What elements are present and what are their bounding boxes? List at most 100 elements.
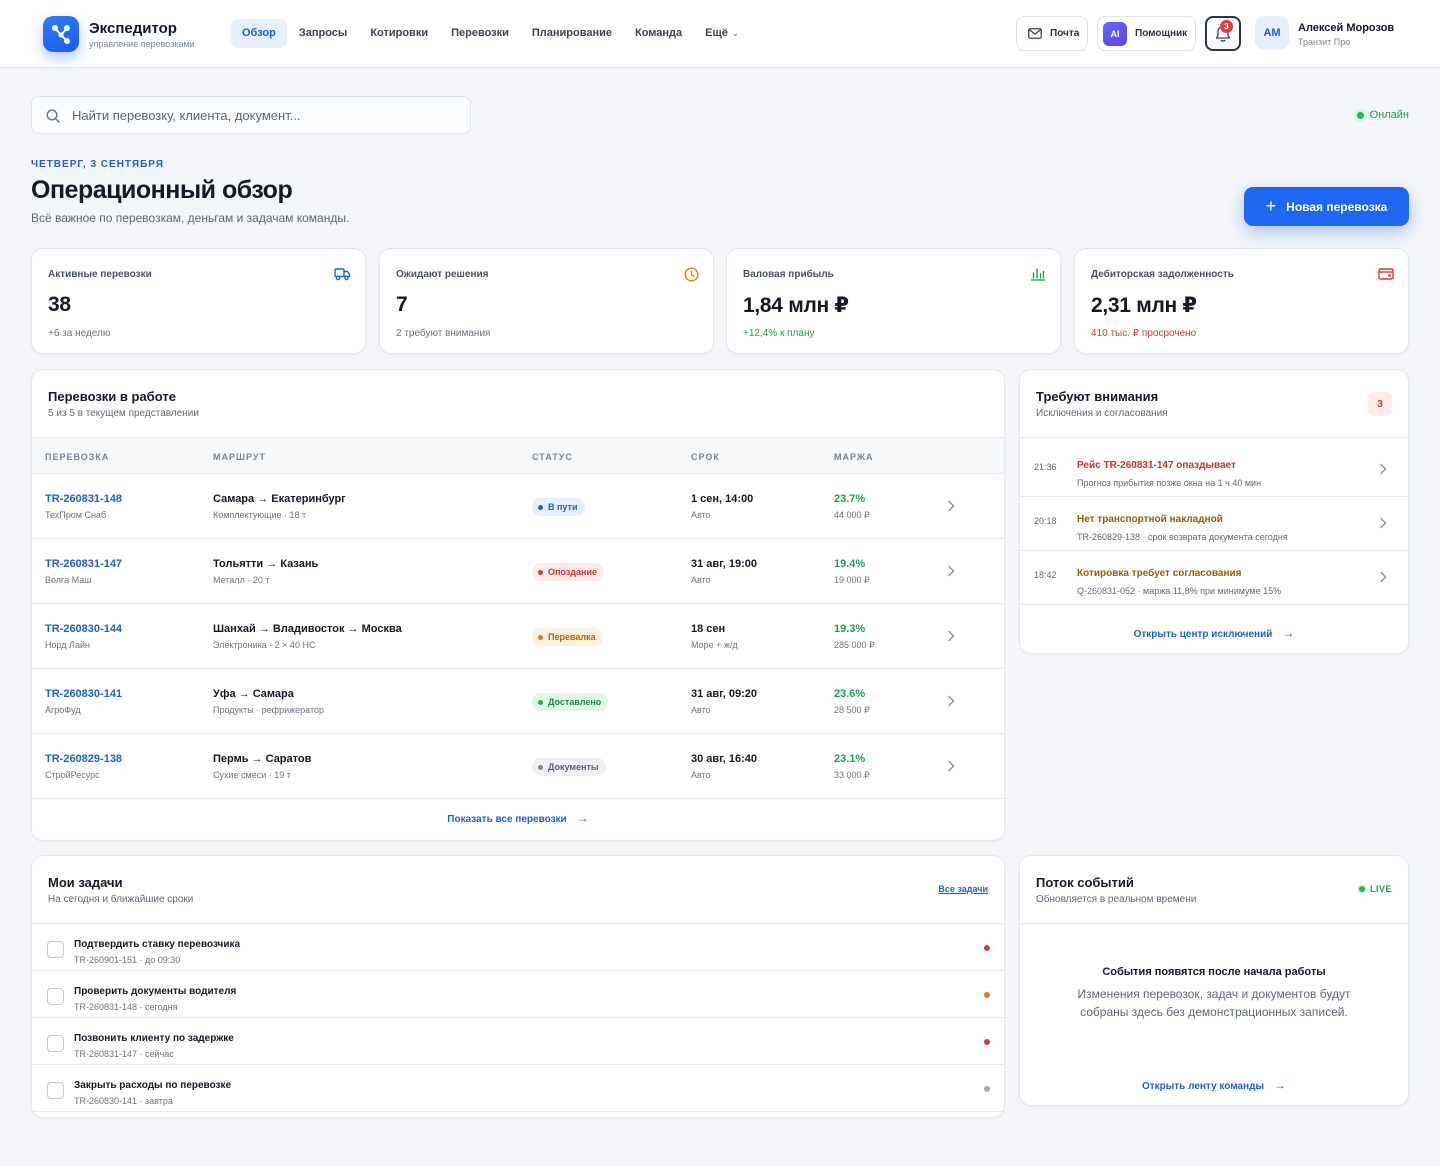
- tasks-subtitle: На сегодня и ближайшие сроки: [48, 894, 194, 905]
- shipment-route: Пермь → Саратов: [213, 753, 312, 765]
- status-badge: В пути: [532, 498, 585, 516]
- kpi-card-active-shipments[interactable]: Активные перевозки 38 +6 за неделю: [31, 248, 366, 354]
- nav-item-team[interactable]: Команда: [635, 27, 683, 39]
- shipment-mode: Авто: [691, 770, 711, 780]
- task-title: Подтвердить ставку перевозчика: [74, 939, 241, 950]
- chevron-down-icon: ⌄: [731, 29, 739, 38]
- nav-item-more[interactable]: Ещё ⌄: [694, 19, 749, 48]
- shipment-mode: Авто: [691, 575, 711, 585]
- shipment-client: СтройРесурс: [45, 770, 100, 780]
- clock-icon: [684, 267, 699, 282]
- task-checkbox[interactable]: [47, 1082, 64, 1099]
- user-avatar[interactable]: АМ: [1255, 16, 1289, 50]
- shipment-route: Шанхай → Владивосток → Москва: [213, 623, 402, 635]
- table-row[interactable]: TR-260829-138 СтройРесурс Пермь → Сарато…: [32, 734, 1004, 799]
- shipment-id-link[interactable]: TR-260831-147: [45, 558, 123, 570]
- chevron-right-icon[interactable]: [947, 500, 955, 512]
- column-header-due[interactable]: СРОК: [691, 452, 720, 462]
- nav-item-quotes[interactable]: Котировки: [370, 27, 429, 39]
- status-label: В пути: [548, 502, 578, 512]
- online-dot-icon: [1356, 111, 1364, 119]
- attention-item[interactable]: 20:18 Нет транспортной накладной TR-2608…: [1020, 497, 1408, 551]
- bar-chart-icon: [1031, 268, 1045, 281]
- column-header-shipment[interactable]: ПЕРЕВОЗКА: [45, 452, 110, 462]
- shipment-margin-amount: 44 000 ₽: [834, 510, 870, 520]
- team-feed-link[interactable]: Открыть ленту команды →: [1020, 1078, 1408, 1092]
- shipment-cargo: Комплектующие · 18 т: [213, 510, 307, 520]
- task-title: Проверить документы водителя: [74, 986, 237, 997]
- user-name: Алексей Морозов: [1298, 22, 1395, 34]
- shipment-id-link[interactable]: TR-260830-144: [45, 623, 123, 635]
- priority-dot-icon: [984, 1039, 990, 1045]
- chevron-right-icon[interactable]: [947, 630, 955, 642]
- status-label: Опоздание: [548, 567, 597, 577]
- task-item: Проверить документы водителя TR-260831-1…: [32, 971, 1004, 1018]
- shipment-margin-amount: 19 000 ₽: [834, 575, 870, 585]
- status-label: Доставлено: [548, 697, 602, 707]
- status-badge: Доставлено: [532, 693, 609, 711]
- exceptions-center-link[interactable]: Открыть центр исключений →: [1020, 626, 1408, 640]
- table-row[interactable]: TR-260831-147 Волга Маш Тольятти → Казан…: [32, 539, 1004, 604]
- kpi-value: 2,31 млн ₽: [1091, 294, 1197, 317]
- user-organization: Транзит Про: [1298, 37, 1351, 47]
- mail-button[interactable]: Почта: [1016, 16, 1088, 51]
- table-row[interactable]: TR-260830-144 Норд Лайн Шанхай → Владиво…: [32, 604, 1004, 669]
- attention-item-desc: Q-260831-052 · маржа 11,8% при минимуме …: [1077, 586, 1282, 596]
- shipment-due: 30 авг, 16:40: [691, 753, 758, 765]
- search-input[interactable]: [72, 97, 462, 133]
- shipment-id-link[interactable]: TR-260829-138: [45, 753, 123, 765]
- kpi-card-gross-profit[interactable]: Валовая прибыль 1,84 млн ₽ +12,4% к план…: [726, 248, 1061, 354]
- task-item: Позвонить клиенту по задержке TR-260831-…: [32, 1018, 1004, 1065]
- nav-item-shipments[interactable]: Перевозки: [451, 27, 509, 39]
- date-label: ЧЕТВЕРГ, 3 СЕНТЯБРЯ: [31, 159, 164, 170]
- nav-item-requests[interactable]: Запросы: [298, 27, 348, 39]
- status-label: Документы: [548, 762, 599, 772]
- task-item: Подтвердить ставку перевозчика TR-260901…: [32, 924, 1004, 971]
- column-header-route[interactable]: МАРШРУТ: [213, 452, 267, 462]
- attention-item-desc: TR-260829-138 · срок возврата документа …: [1077, 532, 1288, 542]
- shipment-id-link[interactable]: TR-260830-141: [45, 688, 123, 700]
- task-checkbox[interactable]: [47, 988, 64, 1005]
- attention-item[interactable]: 18:42 Котировка требует согласования Q-2…: [1020, 551, 1408, 605]
- shipment-margin-amount: 28 500 ₽: [834, 705, 870, 715]
- kpi-card-receivables[interactable]: Дебиторская задолженность 2,31 млн ₽ 410…: [1074, 248, 1409, 354]
- team-feed-label: Открыть ленту команды: [1141, 1081, 1265, 1092]
- kpi-card-pending-decisions[interactable]: Ожидают решения 7 2 требуют внимания: [379, 248, 714, 354]
- notifications-button[interactable]: 3: [1205, 16, 1241, 51]
- tasks-title: Мои задачи: [48, 875, 123, 890]
- task-checkbox[interactable]: [47, 1035, 64, 1052]
- nav-item-planning[interactable]: Планирование: [531, 27, 613, 39]
- chevron-right-icon[interactable]: [947, 565, 955, 577]
- ai-icon: AI: [1103, 21, 1127, 46]
- column-header-status[interactable]: СТАТУС: [532, 452, 573, 462]
- chevron-right-icon[interactable]: [947, 695, 955, 707]
- shipment-margin-amount: 285 000 ₽: [834, 640, 875, 650]
- mail-label: Почта: [1050, 28, 1080, 39]
- shipment-mode: Авто: [691, 510, 711, 520]
- attention-item[interactable]: 21:36 Рейс TR-260831-147 опаздывает Прог…: [1020, 443, 1408, 497]
- table-row[interactable]: TR-260830-141 АгроФуд Уфа → Самара Проду…: [32, 669, 1004, 734]
- status-badge: Опоздание: [532, 563, 604, 581]
- task-checkbox[interactable]: [47, 941, 64, 958]
- shipment-cargo: Сухие смеси · 19 т: [213, 770, 291, 780]
- shipments-table-header: ПЕРЕВОЗКА МАРШРУТ СТАТУС СРОК МАРЖА: [32, 437, 1004, 474]
- truck-icon: [334, 268, 351, 281]
- new-shipment-label: Новая перевозка: [1286, 199, 1388, 214]
- top-bar: Экспедитор управление перевозками Обзор …: [0, 0, 1440, 68]
- events-card: Поток событий Обновляется в реальном вре…: [1019, 855, 1409, 1106]
- shipment-id-link[interactable]: TR-260831-148: [45, 493, 123, 505]
- brand-subtitle: управление перевозками: [89, 39, 195, 49]
- online-status: Онлайн: [1356, 109, 1409, 121]
- attention-count-badge: 3: [1368, 392, 1392, 416]
- chevron-right-icon[interactable]: [947, 760, 955, 772]
- shipment-due: 1 сен, 14:00: [691, 493, 754, 505]
- shipment-client: ТехПром Снаб: [45, 510, 107, 520]
- app-logo[interactable]: [43, 16, 79, 52]
- table-row[interactable]: TR-260831-148 ТехПром Снаб Самара → Екат…: [32, 474, 1004, 539]
- column-header-margin[interactable]: МАРЖА: [834, 452, 874, 462]
- new-shipment-button[interactable]: + Новая перевозка: [1244, 187, 1409, 226]
- nav-item-overview[interactable]: Обзор: [231, 19, 287, 48]
- show-all-shipments-link[interactable]: Показать все перевозки →: [32, 811, 1004, 825]
- all-tasks-link[interactable]: Все задачи: [938, 884, 988, 894]
- assistant-button[interactable]: AI Помощник: [1097, 16, 1196, 51]
